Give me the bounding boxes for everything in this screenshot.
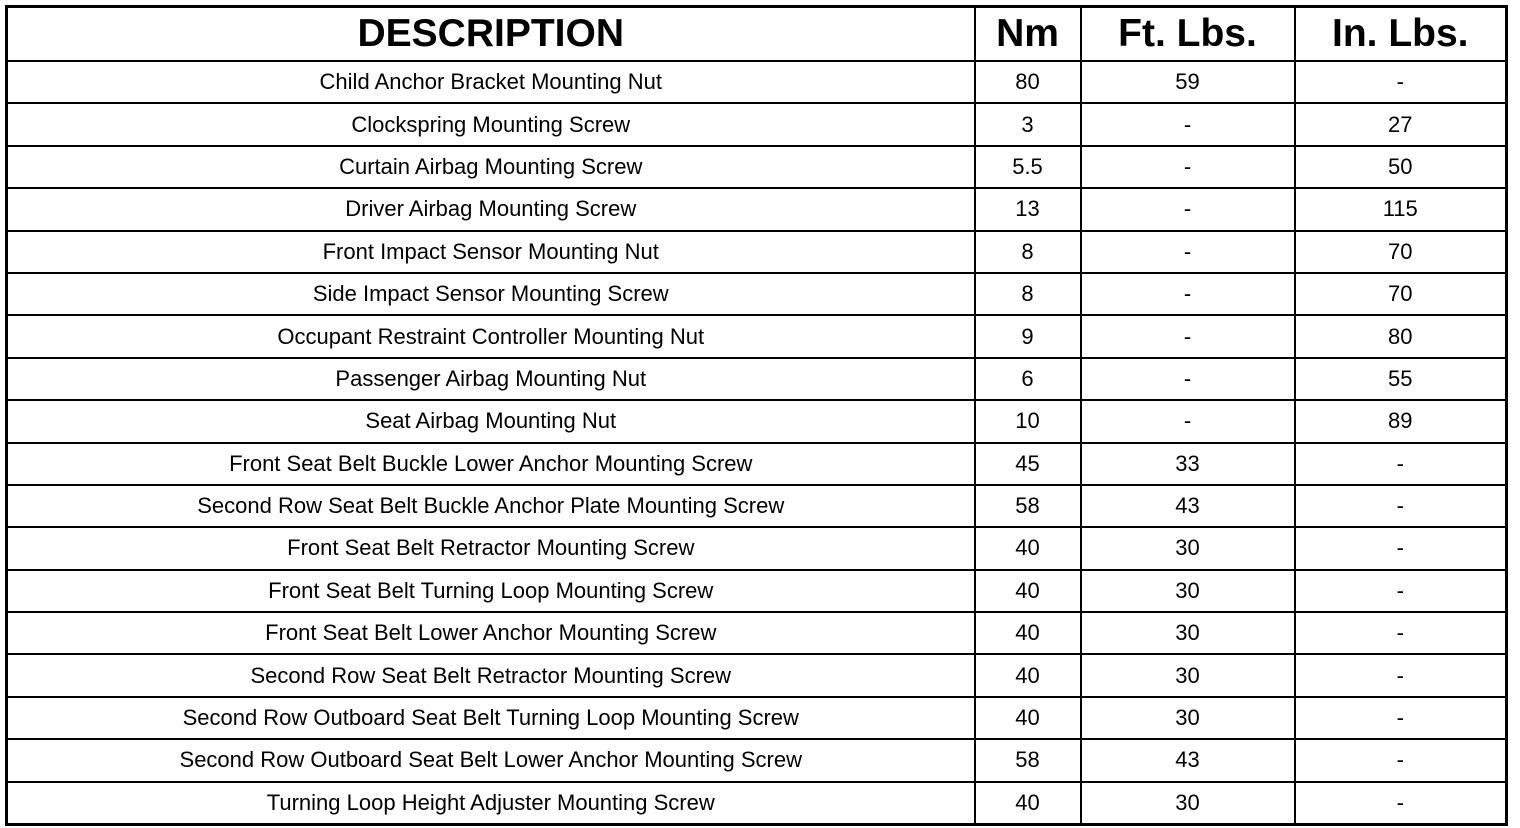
- table-row: Clockspring Mounting Screw 3-27: [5, 102, 1508, 147]
- table-row: Turning Loop Height Adjuster Mounting Sc…: [5, 780, 1508, 826]
- cell-ft-lbs: 43: [1079, 738, 1296, 783]
- cell-in-lbs: -: [1293, 653, 1508, 698]
- cell-in-lbs: -: [1293, 59, 1508, 105]
- cell-description: Driver Airbag Mounting Screw: [5, 187, 976, 232]
- cell-ft-lbs: -: [1079, 356, 1296, 402]
- cell-nm: 13: [973, 187, 1082, 232]
- table-row: Second Row Seat Belt Buckle Anchor Plate…: [5, 483, 1508, 529]
- cell-description: Front Seat Belt Turning Loop Mounting Sc…: [5, 568, 976, 614]
- cell-ft-lbs: -: [1079, 399, 1296, 444]
- table-row: Second Row Outboard Seat Belt Lower Anch…: [5, 738, 1508, 783]
- cell-ft-lbs: -: [1079, 314, 1296, 359]
- cell-nm: 80: [973, 59, 1082, 105]
- cell-in-lbs: 115: [1293, 187, 1508, 232]
- cell-description: Curtain Airbag Mounting Screw: [5, 144, 976, 190]
- header-nm: Nm: [973, 5, 1082, 62]
- header-ft-lbs: Ft. Lbs.: [1079, 5, 1296, 62]
- cell-in-lbs: -: [1293, 611, 1508, 656]
- header-description: DESCRIPTION: [5, 5, 976, 62]
- cell-description: Second Row Outboard Seat Belt Lower Anch…: [5, 738, 976, 783]
- cell-nm: 40: [973, 653, 1082, 698]
- table-row: Front Seat Belt Lower Anchor Mounting Sc…: [5, 611, 1508, 656]
- table-row: Curtain Airbag Mounting Screw 5.5-50: [5, 144, 1508, 190]
- cell-ft-lbs: 59: [1079, 59, 1296, 105]
- cell-description: Second Row Outboard Seat Belt Turning Lo…: [5, 695, 976, 741]
- cell-in-lbs: -: [1293, 568, 1508, 614]
- cell-description: Front Seat Belt Buckle Lower Anchor Moun…: [5, 441, 976, 486]
- cell-ft-lbs: 33: [1079, 441, 1296, 486]
- header-in-lbs: In. Lbs.: [1293, 5, 1508, 62]
- cell-description: Occupant Restraint Controller Mounting N…: [5, 314, 976, 359]
- cell-description: Second Row Seat Belt Retractor Mounting …: [5, 653, 976, 698]
- cell-description: Front Impact Sensor Mounting Nut: [5, 229, 976, 274]
- cell-nm: 8: [973, 271, 1082, 317]
- cell-ft-lbs: -: [1079, 187, 1296, 232]
- cell-ft-lbs: -: [1079, 229, 1296, 274]
- cell-description: Clockspring Mounting Screw: [5, 102, 976, 147]
- cell-nm: 40: [973, 695, 1082, 741]
- cell-description: Front Seat Belt Lower Anchor Mounting Sc…: [5, 611, 976, 656]
- cell-nm: 45: [973, 441, 1082, 486]
- cell-description: Turning Loop Height Adjuster Mounting Sc…: [5, 780, 976, 826]
- table-row: Front Impact Sensor Mounting Nut 8-70: [5, 229, 1508, 274]
- cell-nm: 58: [973, 738, 1082, 783]
- cell-in-lbs: 55: [1293, 356, 1508, 402]
- cell-nm: 9: [973, 314, 1082, 359]
- cell-nm: 58: [973, 483, 1082, 529]
- cell-ft-lbs: 30: [1079, 780, 1296, 826]
- cell-nm: 5.5: [973, 144, 1082, 190]
- cell-in-lbs: 89: [1293, 399, 1508, 444]
- cell-ft-lbs: 30: [1079, 611, 1296, 656]
- table-row: Front Seat Belt Turning Loop Mounting Sc…: [5, 568, 1508, 614]
- cell-in-lbs: -: [1293, 695, 1508, 741]
- cell-description: Seat Airbag Mounting Nut: [5, 399, 976, 444]
- cell-nm: 40: [973, 526, 1082, 571]
- torque-spec-table: DESCRIPTION Nm Ft. Lbs. In. Lbs. Child A…: [5, 5, 1508, 827]
- cell-description: Second Row Seat Belt Buckle Anchor Plate…: [5, 483, 976, 529]
- cell-in-lbs: -: [1293, 441, 1508, 486]
- cell-ft-lbs: -: [1079, 271, 1296, 317]
- cell-description: Child Anchor Bracket Mounting Nut: [5, 59, 976, 105]
- table-row: Occupant Restraint Controller Mounting N…: [5, 314, 1508, 359]
- cell-in-lbs: 80: [1293, 314, 1508, 359]
- cell-in-lbs: 70: [1293, 271, 1508, 317]
- header-row: DESCRIPTION Nm Ft. Lbs. In. Lbs.: [5, 5, 1508, 62]
- cell-nm: 6: [973, 356, 1082, 402]
- table-row: Driver Airbag Mounting Screw 13-115: [5, 187, 1508, 232]
- table-row: Child Anchor Bracket Mounting Nut 80 59-: [5, 59, 1508, 105]
- cell-description: Side Impact Sensor Mounting Screw: [5, 271, 976, 317]
- table-row: Side Impact Sensor Mounting Screw 8-70: [5, 271, 1508, 317]
- cell-description: Passenger Airbag Mounting Nut: [5, 356, 976, 402]
- cell-ft-lbs: 30: [1079, 653, 1296, 698]
- table-row: Second Row Seat Belt Retractor Mounting …: [5, 653, 1508, 698]
- cell-nm: 8: [973, 229, 1082, 274]
- cell-ft-lbs: -: [1079, 144, 1296, 190]
- cell-ft-lbs: 43: [1079, 483, 1296, 529]
- cell-in-lbs: -: [1293, 780, 1508, 826]
- cell-ft-lbs: 30: [1079, 526, 1296, 571]
- cell-nm: 10: [973, 399, 1082, 444]
- cell-in-lbs: -: [1293, 738, 1508, 783]
- table-row: Second Row Outboard Seat Belt Turning Lo…: [5, 695, 1508, 741]
- cell-nm: 40: [973, 611, 1082, 656]
- cell-in-lbs: 50: [1293, 144, 1508, 190]
- cell-nm: 40: [973, 780, 1082, 826]
- cell-nm: 3: [973, 102, 1082, 147]
- table-row: Passenger Airbag Mounting Nut 6-55: [5, 356, 1508, 402]
- cell-ft-lbs: 30: [1079, 568, 1296, 614]
- cell-nm: 40: [973, 568, 1082, 614]
- cell-ft-lbs: -: [1079, 102, 1296, 147]
- cell-in-lbs: 70: [1293, 229, 1508, 274]
- cell-in-lbs: -: [1293, 526, 1508, 571]
- table-row: Seat Airbag Mounting Nut 10-89: [5, 399, 1508, 444]
- table-row: Front Seat Belt Retractor Mounting Screw…: [5, 526, 1508, 571]
- cell-in-lbs: 27: [1293, 102, 1508, 147]
- cell-in-lbs: -: [1293, 483, 1508, 529]
- cell-ft-lbs: 30: [1079, 695, 1296, 741]
- table-row: Front Seat Belt Buckle Lower Anchor Moun…: [5, 441, 1508, 486]
- cell-description: Front Seat Belt Retractor Mounting Screw: [5, 526, 976, 571]
